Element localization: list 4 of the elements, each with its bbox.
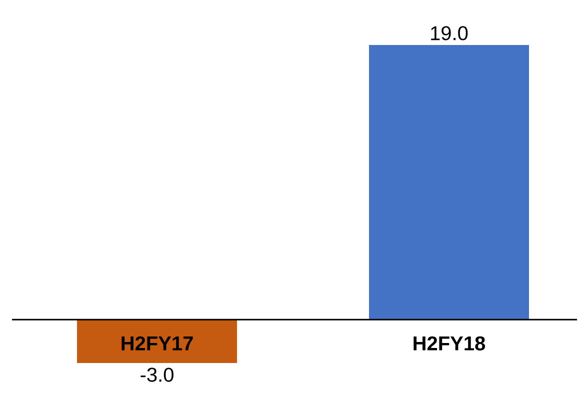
x-tick-label: H2FY18 [414, 336, 486, 350]
data-label: 19.0 [431, 26, 468, 40]
data-label: -3.0 [140, 368, 174, 382]
x-tick-label: H2FY17 [122, 336, 193, 350]
